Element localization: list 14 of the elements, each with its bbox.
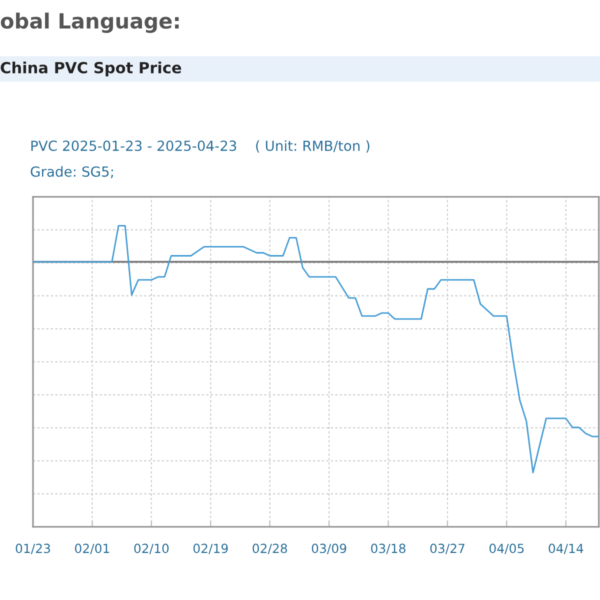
x-tick-label: 01/23 bbox=[16, 544, 50, 554]
x-tick-label: 03/09 bbox=[312, 544, 346, 554]
x-tick-label: 03/18 bbox=[371, 544, 406, 554]
chart-subtitle: PVC 2025-01-23 - 2025-04-23 ( Unit: RMB/ton ) bbox=[31, 140, 370, 153]
x-tick-label: 02/19 bbox=[193, 544, 228, 554]
x-tick-label: 02/01 bbox=[75, 544, 110, 554]
x-tick-label: 02/28 bbox=[252, 544, 288, 554]
chart-title: China PVC Spot Price bbox=[0, 62, 182, 76]
text: Grade: SG5; bbox=[30, 166, 113, 178]
x-tick-label: 02/10 bbox=[134, 544, 169, 554]
x-tick-label: 03/27 bbox=[430, 544, 464, 554]
x-tick-label: 04/05 bbox=[490, 544, 524, 554]
text: obal Language: bbox=[0, 12, 179, 33]
x-tick-label: 04/14 bbox=[548, 544, 584, 554]
